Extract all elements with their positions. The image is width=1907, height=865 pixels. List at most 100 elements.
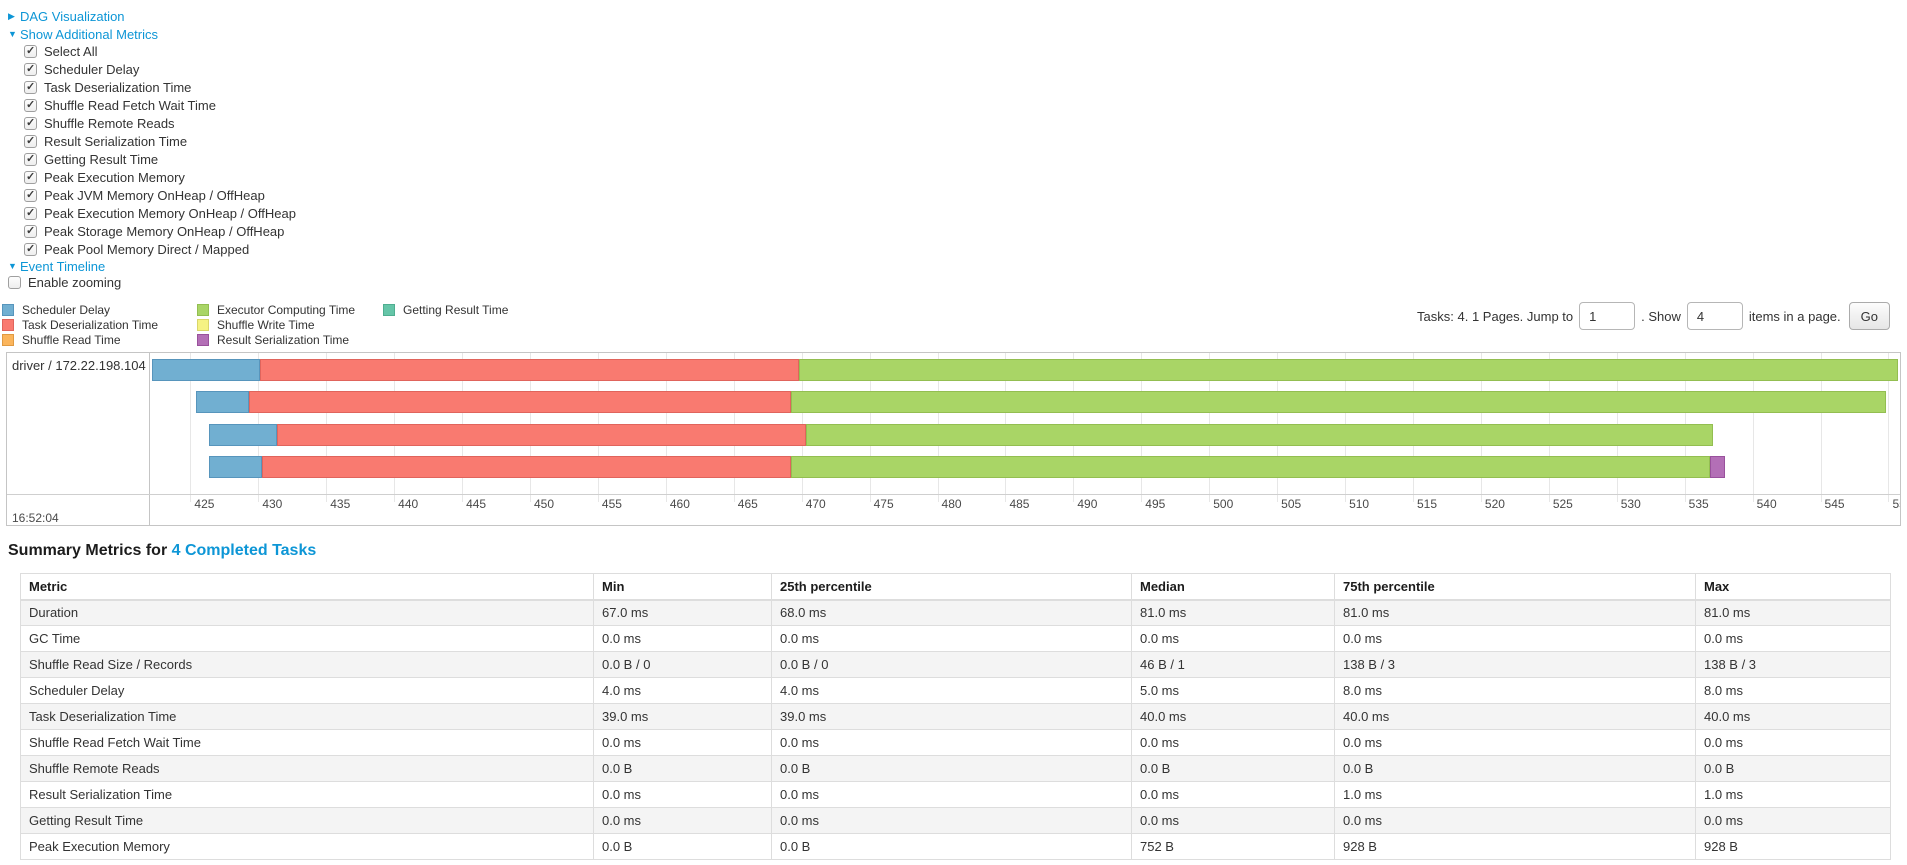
event-timeline-label[interactable]: Event Timeline xyxy=(20,258,106,274)
metric-checkbox[interactable] xyxy=(24,44,37,58)
executor_computing-bar-segment[interactable] xyxy=(798,359,1898,381)
metric-checkbox[interactable] xyxy=(24,116,37,130)
table-cell: 0.0 ms xyxy=(1695,729,1891,756)
scheduler_delay-bar-segment[interactable] xyxy=(152,359,260,381)
getting_result-legend-swatch-icon xyxy=(383,304,395,316)
task_deserialization-bar-segment[interactable] xyxy=(277,424,806,446)
metric-checkbox[interactable] xyxy=(24,80,37,94)
dag-visualization-label[interactable]: DAG Visualization xyxy=(20,8,125,24)
table-cell: 39.0 ms xyxy=(771,703,1132,730)
legend-item: Getting Result Time xyxy=(383,303,508,317)
table-cell: 0.0 ms xyxy=(593,729,772,756)
go-button[interactable]: Go xyxy=(1848,302,1890,330)
shuffle_read-legend-swatch-icon xyxy=(2,334,14,346)
timeline-tick-label: 435 xyxy=(330,497,351,511)
metric-checkbox[interactable] xyxy=(24,242,37,256)
timeline-tick-label: 465 xyxy=(737,497,758,511)
table-header-cell: Min xyxy=(593,573,772,601)
timeline-tick-label: 545 xyxy=(1824,497,1845,511)
table-cell: 0.0 ms xyxy=(593,781,772,808)
metric-checkbox-item: Peak Pool Memory Direct / Mapped xyxy=(24,240,1907,258)
metric-checkbox-label: Scheduler Delay xyxy=(44,61,140,77)
metric-checkbox-item: Select All xyxy=(24,42,1907,60)
executor_computing-bar-segment[interactable] xyxy=(790,456,1711,478)
legend-item: Task Deserialization Time xyxy=(2,318,158,332)
scheduler_delay-bar-segment[interactable] xyxy=(209,456,263,478)
metric-checkbox[interactable] xyxy=(24,224,37,238)
table-row: Shuffle Read Fetch Wait Time 0.0 ms 0.0 ms… xyxy=(20,729,1891,756)
legend-label: Scheduler Delay xyxy=(22,303,111,317)
metric-checkbox-label: Peak Storage Memory OnHeap / OffHeap xyxy=(44,223,285,239)
scheduler_delay-bar-segment[interactable] xyxy=(195,391,249,413)
table-cell: 81.0 ms xyxy=(1334,599,1696,626)
timeline-gridline xyxy=(1820,353,1822,502)
table-row: Duration 67.0 ms 68.0 ms 81.0 ms 81.0 ms 81.0… xyxy=(20,599,1891,626)
pagination-text-after: items in a page. xyxy=(1748,308,1841,324)
summary-metrics-table: Metric Min 25th percentile Median 75th perce… xyxy=(20,573,1891,860)
enable-zooming-row: Enable zooming xyxy=(8,274,1907,290)
metric-checkbox[interactable] xyxy=(24,98,37,112)
task_deserialization-bar-segment[interactable] xyxy=(262,456,791,478)
table-row: Shuffle Read Size / Records 0.0 B / 0 0.0 … xyxy=(20,651,1891,678)
table-cell: 0.0 ms xyxy=(1131,807,1335,834)
task_deserialization-bar-segment[interactable] xyxy=(259,359,799,381)
table-cell: 0.0 ms xyxy=(1334,625,1696,652)
timeline-tick-label: 470 xyxy=(805,497,826,511)
task_deserialization-bar-segment[interactable] xyxy=(248,391,791,413)
timeline-tick-label: 475 xyxy=(873,497,894,511)
legend-item: Shuffle Read Time xyxy=(2,333,121,347)
result_serialization-legend-swatch-icon xyxy=(197,334,209,346)
metric-checkbox-item: Peak Execution Memory xyxy=(24,168,1907,186)
metric-checkbox[interactable] xyxy=(24,188,37,202)
metric-checkbox-label: Shuffle Read Fetch Wait Time xyxy=(44,97,216,113)
legend-label: Task Deserialization Time xyxy=(22,318,159,332)
show-additional-metrics-label[interactable]: Show Additional Metrics xyxy=(20,26,159,42)
timeline-tick-label: 520 xyxy=(1484,497,1505,511)
scheduler_delay-legend-swatch-icon xyxy=(2,304,14,316)
dag-visualization-toggle[interactable]: ▶ DAG Visualization xyxy=(8,6,1907,26)
result_serialization-bar-segment[interactable] xyxy=(1710,456,1726,478)
chevron-down-icon: ▼ xyxy=(8,261,17,271)
scheduler_delay-bar-segment[interactable] xyxy=(209,424,278,446)
items-per-page-input[interactable] xyxy=(1686,302,1743,330)
timeline-major-time-label: 16:52:04 xyxy=(12,511,59,525)
timeline-gridline xyxy=(1888,353,1890,502)
table-cell: 81.0 ms xyxy=(1695,599,1891,626)
metric-checkbox-label: Getting Result Time xyxy=(44,151,159,167)
timeline-tick-label: 440 xyxy=(398,497,419,511)
event-timeline-toggle[interactable]: ▼ Event Timeline xyxy=(8,258,1907,274)
chevron-down-icon: ▼ xyxy=(8,29,17,39)
metric-checkbox[interactable] xyxy=(24,152,37,166)
show-additional-metrics-toggle[interactable]: ▼ Show Additional Metrics xyxy=(8,26,1907,42)
timeline-legend: Tasks: 4. 1 Pages. Jump to . Show items … xyxy=(0,290,1907,347)
timeline-tick-label: 455 xyxy=(601,497,622,511)
table-cell: Shuffle Read Size / Records xyxy=(20,651,594,678)
enable-zooming-checkbox[interactable] xyxy=(8,275,21,289)
table-row: GC Time 0.0 ms 0.0 ms 0.0 ms 0.0 ms 0.0 ms xyxy=(20,625,1891,652)
table-row: Task Deserialization Time 39.0 ms 39.0 ms 4… xyxy=(20,703,1891,730)
metric-checkbox[interactable] xyxy=(24,170,37,184)
completed-tasks-link[interactable]: 4 Completed Tasks xyxy=(171,542,317,559)
table-cell: 4.0 ms xyxy=(771,677,1132,704)
executor_computing-bar-segment[interactable] xyxy=(805,424,1714,446)
metric-checkbox-list: Select All Scheduler Delay Task Deserializ… xyxy=(24,42,1907,258)
table-cell: 752 B xyxy=(1131,833,1335,860)
timeline-gridline xyxy=(1752,353,1754,502)
timeline-tick-label: 490 xyxy=(1077,497,1098,511)
metric-checkbox[interactable] xyxy=(24,62,37,76)
table-cell: 4.0 ms xyxy=(593,677,772,704)
executor_computing-bar-segment[interactable] xyxy=(790,391,1886,413)
timeline-tick-label: 550 xyxy=(1892,497,1900,511)
timeline-tick-label: 425 xyxy=(194,497,215,511)
timeline-tick-label: 450 xyxy=(534,497,555,511)
table-cell: GC Time xyxy=(20,625,594,652)
timeline-gridline xyxy=(190,353,192,502)
table-cell: 39.0 ms xyxy=(593,703,772,730)
metric-checkbox-item: Peak Execution Memory OnHeap / OffHeap xyxy=(24,204,1907,222)
metric-checkbox[interactable] xyxy=(24,134,37,148)
metric-checkbox[interactable] xyxy=(24,206,37,220)
jump-to-page-input[interactable] xyxy=(1579,302,1636,330)
table-cell: 46 B / 1 xyxy=(1131,651,1335,678)
table-header-cell: 75th percentile xyxy=(1334,573,1696,601)
